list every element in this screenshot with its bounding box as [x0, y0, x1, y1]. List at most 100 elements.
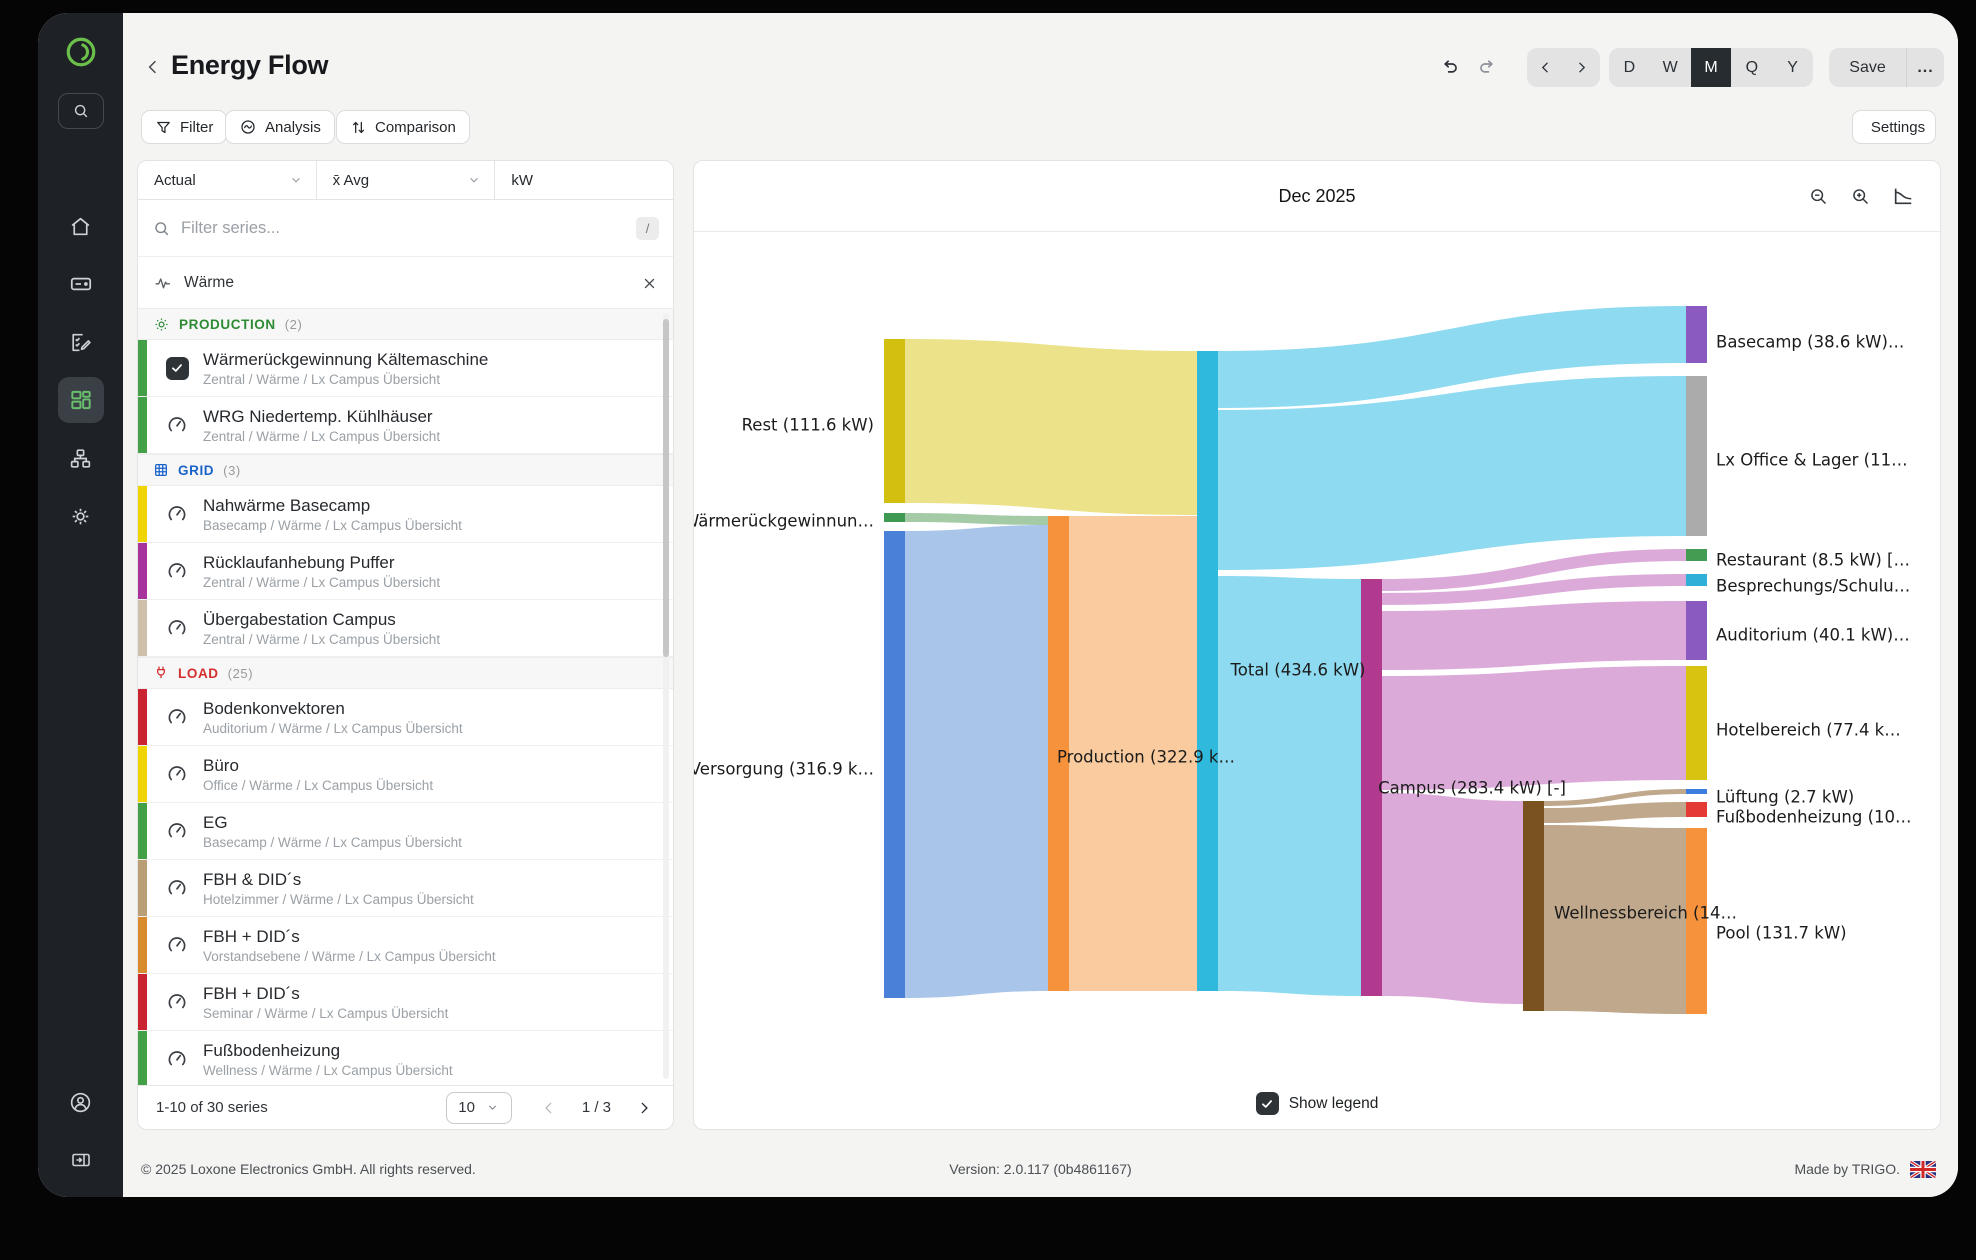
- sankey-node-pool[interactable]: [1686, 828, 1707, 1014]
- home-icon[interactable]: [58, 203, 104, 249]
- series-row[interactable]: FBH + DID´s Vorstandsebene / Wärme / Lx C…: [138, 917, 673, 974]
- series-row[interactable]: Rücklaufanhebung Puffer Zentral / Wärme /…: [138, 543, 673, 600]
- gauge-icon[interactable]: [165, 502, 189, 526]
- series-row[interactable]: Büro Office / Wärme / Lx Campus Übersicht: [138, 746, 673, 803]
- sankey-node-restaurant[interactable]: [1686, 549, 1707, 561]
- sankey-link-campus-wellnessbereich[interactable]: [1382, 793, 1523, 1004]
- sankey-node-versorgung[interactable]: [884, 531, 905, 998]
- series-row[interactable]: FBH + DID´s Seminar / Wärme / Lx Campus Ü…: [138, 974, 673, 1031]
- sankey-node-lx-office-lager[interactable]: [1686, 376, 1707, 536]
- sankey-node-lueftung[interactable]: [1686, 789, 1707, 794]
- redo-icon[interactable]: [1470, 50, 1504, 84]
- chip-close-icon[interactable]: [642, 276, 657, 291]
- sankey-node-hotelbereich[interactable]: [1686, 666, 1707, 780]
- series-row[interactable]: FBH & DID´s Hotelzimmer / Wärme / Lx Camp…: [138, 860, 673, 917]
- time-button-m[interactable]: M: [1690, 48, 1732, 87]
- series-row[interactable]: WRG Niedertemp. Kühlhäuser Zentral / Wärm…: [138, 397, 673, 454]
- sankey-link-wellnessbereich-pool[interactable]: [1544, 825, 1686, 1014]
- sankey-link-rest-total[interactable]: [905, 339, 1197, 515]
- sankey-link-campus-besprechungs-schulungs[interactable]: [1382, 574, 1686, 605]
- filter-button[interactable]: Filter: [141, 110, 228, 144]
- sankey-node-fussbodenheizung[interactable]: [1686, 802, 1707, 817]
- series-row[interactable]: Fußbodenheizung Wellness / Wärme / Lx Cam…: [138, 1031, 673, 1085]
- gauge-icon[interactable]: [165, 616, 189, 640]
- page-size-select[interactable]: 10: [445, 1091, 512, 1124]
- gauge-icon[interactable]: [165, 933, 189, 957]
- tasks-icon[interactable]: [58, 319, 104, 365]
- sankey-node-besprechungs-schulungs[interactable]: [1686, 574, 1707, 586]
- sankey-node-production[interactable]: [1048, 516, 1069, 991]
- gauge-icon[interactable]: [165, 705, 189, 729]
- gauge-icon[interactable]: [165, 413, 189, 437]
- series-path: Basecamp / Wärme / Lx Campus Übersicht: [203, 518, 462, 534]
- sankey-diagram[interactable]: Rest (111.6 kW) Wärmerückgewinnun… Versorg…: [694, 161, 1941, 1130]
- chevron-down-icon: [470, 177, 479, 183]
- sankey-link-campus-auditorium[interactable]: [1382, 601, 1686, 670]
- gauge-icon[interactable]: [165, 762, 189, 786]
- show-legend-checkbox[interactable]: [1255, 1092, 1279, 1115]
- nav-rail: [38, 13, 123, 1197]
- analysis-icon: [241, 120, 255, 134]
- time-button-d[interactable]: D: [1623, 58, 1636, 76]
- gauge-icon[interactable]: [165, 819, 189, 843]
- gear-icon[interactable]: [58, 493, 104, 539]
- series-checkbox[interactable]: [165, 356, 189, 380]
- device-icon[interactable]: [58, 261, 104, 307]
- save-button[interactable]: Save: [1849, 58, 1886, 76]
- time-button-w[interactable]: W: [1662, 58, 1678, 76]
- sankey-link-wellnessbereich-fussbodenheizung[interactable]: [1544, 802, 1686, 823]
- sankey-node-campus[interactable]: [1361, 579, 1382, 996]
- mode-select[interactable]: Actual: [138, 161, 317, 199]
- aggregation-select[interactable]: x̄ Avg: [317, 161, 496, 199]
- zoom-out-icon[interactable]: [1808, 186, 1829, 207]
- sankey-node-total[interactable]: [1197, 351, 1218, 991]
- page-prev-button[interactable]: [542, 1101, 556, 1115]
- series-row[interactable]: EG Basecamp / Wärme / Lx Campus Übersicht: [138, 803, 673, 860]
- back-button[interactable]: [139, 53, 167, 81]
- sankey-link-campus-restaurant[interactable]: [1382, 549, 1686, 591]
- network-icon[interactable]: [58, 435, 104, 481]
- series-row[interactable]: Bodenkonvektoren Auditorium / Wärme / Lx …: [138, 689, 673, 746]
- series-row[interactable]: Übergabestation Campus Zentral / Wärme / …: [138, 600, 673, 657]
- sankey-link-production-total[interactable]: [1069, 516, 1197, 991]
- series-search-input[interactable]: Filter series... /: [138, 200, 673, 256]
- collapse-icon[interactable]: [58, 1137, 104, 1183]
- chart-type-icon[interactable]: [1892, 185, 1914, 207]
- series-scrollbar-thumb[interactable]: [663, 319, 669, 657]
- sankey-link-wellnessbereich-lueftung[interactable]: [1544, 789, 1686, 806]
- zoom-in-icon[interactable]: [1850, 186, 1871, 207]
- gauge-icon[interactable]: [165, 1047, 189, 1071]
- period-prev-button[interactable]: [1527, 48, 1563, 87]
- sankey-link-campus-hotelbereich[interactable]: [1382, 666, 1686, 790]
- sankey-node-basecamp[interactable]: [1686, 306, 1707, 363]
- series-path: Auditorium / Wärme / Lx Campus Übersicht: [203, 721, 463, 737]
- sankey-link-waermerueckgewinnung-production[interactable]: [905, 513, 1048, 525]
- more-button[interactable]: ...: [1917, 58, 1934, 76]
- sankey-node-auditorium[interactable]: [1686, 601, 1707, 660]
- gauge-icon[interactable]: [165, 990, 189, 1014]
- sankey-node-rest[interactable]: [884, 339, 905, 503]
- sankey-node-waermerueckgewinnung[interactable]: [884, 513, 905, 522]
- sankey-link-total-campus[interactable]: [1218, 576, 1361, 996]
- sankey-link-total-basecamp[interactable]: [1218, 306, 1686, 408]
- sankey-link-total-lx-office-lager[interactable]: [1218, 376, 1686, 570]
- undo-icon[interactable]: [1432, 50, 1466, 84]
- gauge-icon[interactable]: [165, 876, 189, 900]
- series-row[interactable]: Nahwärme Basecamp Basecamp / Wärme / Lx C…: [138, 486, 673, 543]
- series-color-bar: [138, 397, 147, 453]
- series-row[interactable]: Wärmerückgewinnung Kältemaschine Zentral …: [138, 340, 673, 397]
- dashboard-icon[interactable]: [57, 377, 104, 423]
- account-icon[interactable]: [58, 1079, 104, 1125]
- analysis-button[interactable]: Analysis: [225, 110, 335, 144]
- search-icon[interactable]: [57, 93, 104, 129]
- gauge-icon[interactable]: [165, 559, 189, 583]
- page-next-button[interactable]: [637, 1101, 651, 1115]
- comparison-button[interactable]: Comparison: [336, 110, 470, 144]
- unit-field[interactable]: kW: [511, 171, 534, 189]
- sankey-node-wellnessbereich[interactable]: [1523, 801, 1544, 1011]
- time-button-q[interactable]: Q: [1745, 58, 1759, 76]
- sankey-link-versorgung-production[interactable]: [905, 525, 1048, 998]
- period-next-button[interactable]: [1563, 48, 1600, 87]
- settings-button[interactable]: Settings: [1852, 110, 1936, 144]
- time-button-y[interactable]: Y: [1787, 58, 1798, 76]
